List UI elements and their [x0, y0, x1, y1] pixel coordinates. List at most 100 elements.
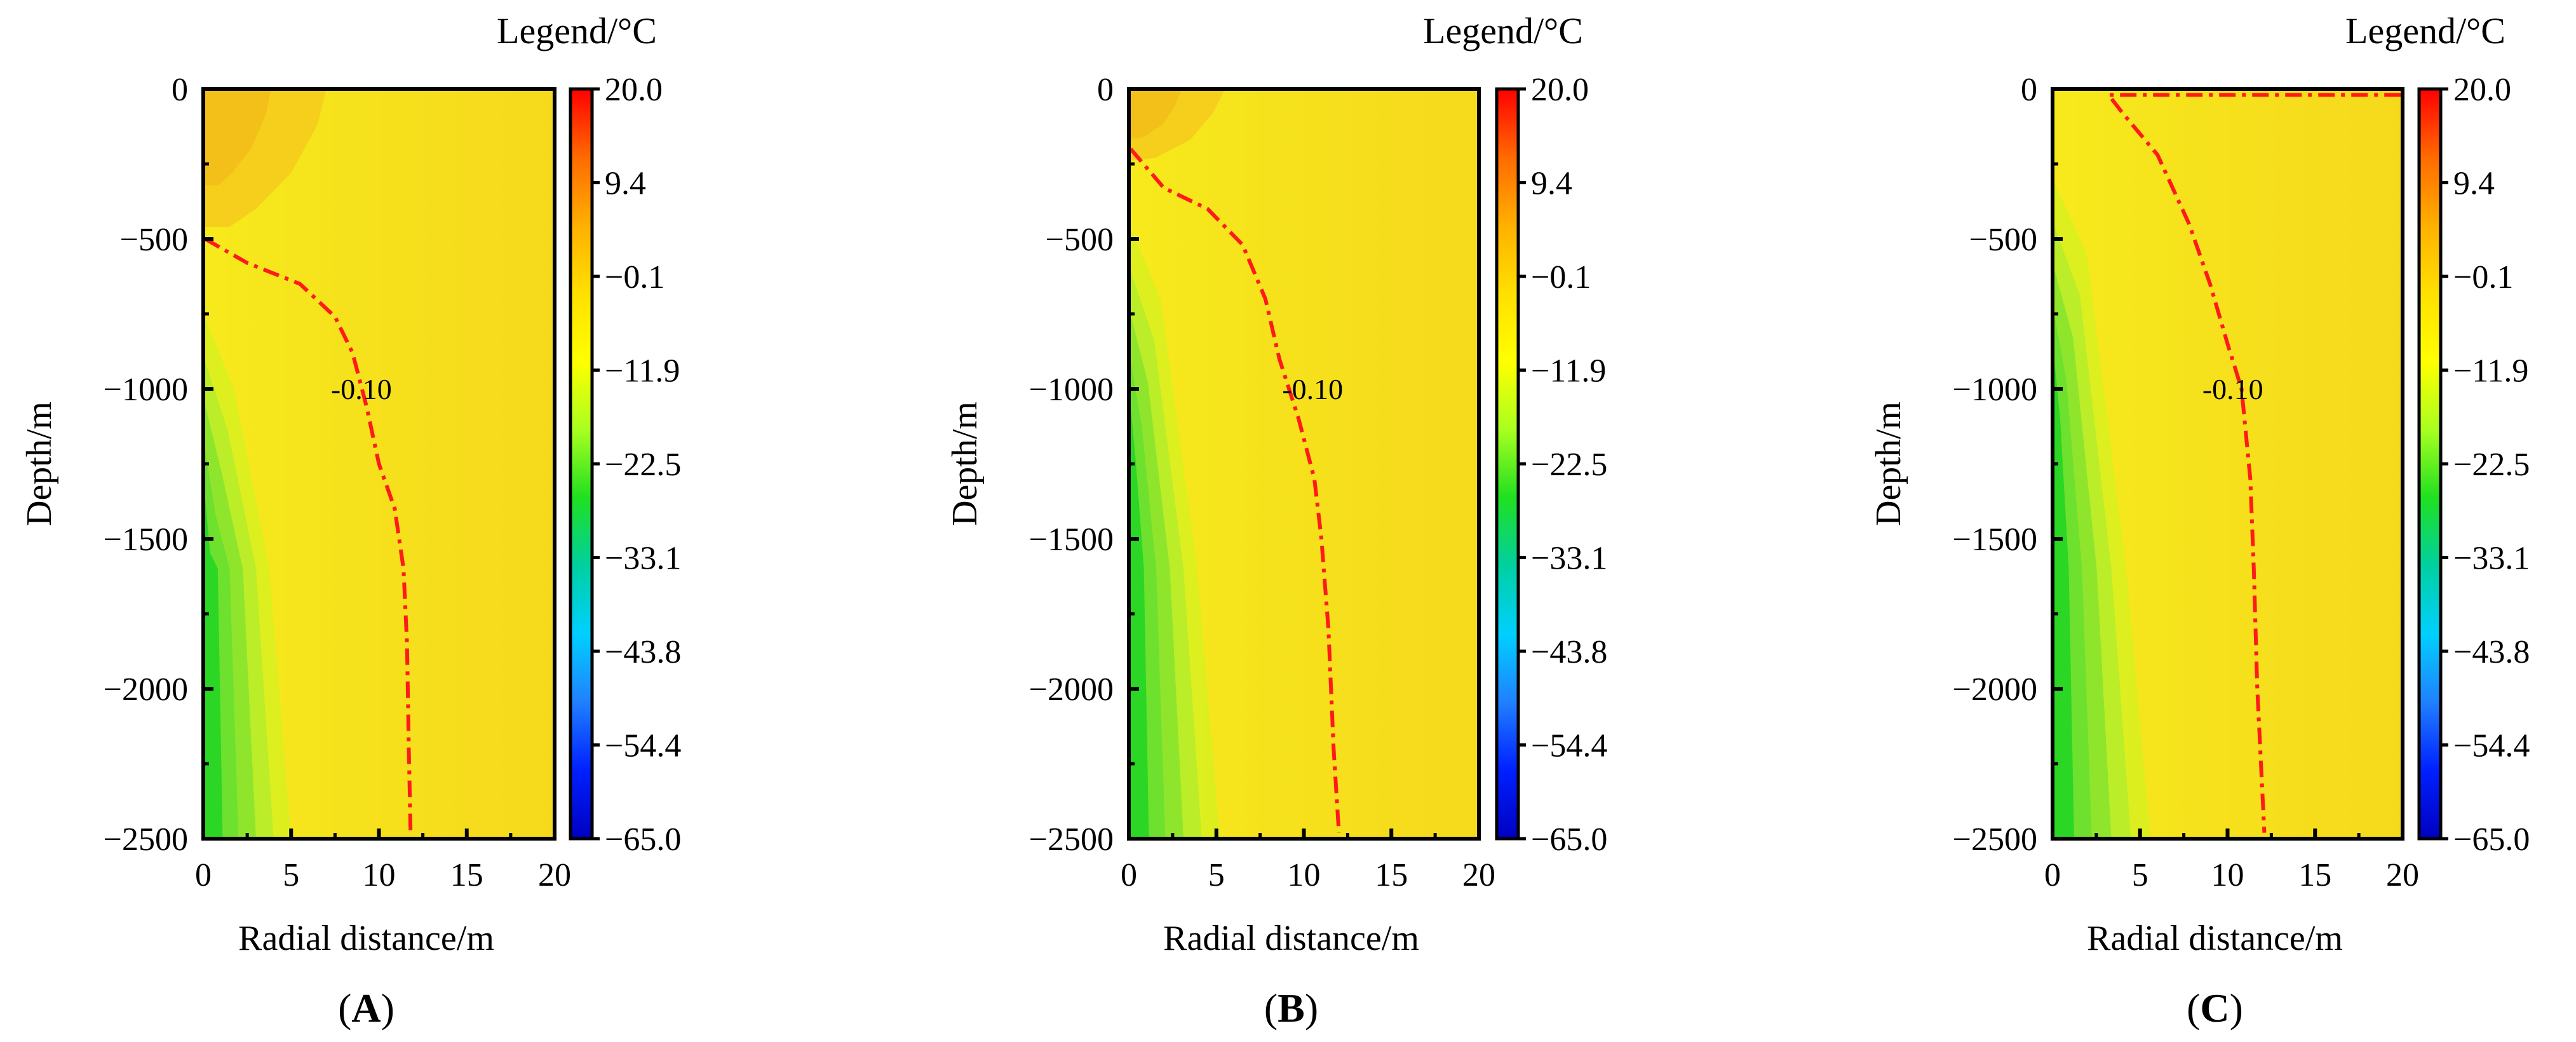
y-tick-label: −2500: [1029, 822, 1114, 858]
x-tick-label: 10: [363, 857, 396, 893]
y-axis-title: Depth/m: [20, 402, 59, 526]
y-tick-label: −2500: [1953, 822, 2037, 858]
colorbar-tick-label: −22.5: [2453, 447, 2530, 483]
y-tick-label: 0: [172, 72, 188, 108]
colorbar-tick-label: −43.8: [605, 634, 681, 670]
x-axis-title: Radial distance/m: [2087, 919, 2343, 958]
x-tick-label: 20: [538, 857, 571, 893]
y-tick-label: −500: [1046, 222, 1114, 258]
colorbar-tick-label: −54.4: [1531, 728, 1607, 764]
colorbar-tick-label: −33.1: [605, 541, 681, 577]
colorbar-tick-label: 9.4: [1531, 166, 1572, 202]
cold-zone-band: [1129, 388, 1149, 839]
legend-title: Legend/°C: [1423, 10, 1583, 51]
contour-label: -0.10: [1282, 373, 1343, 405]
cold-zone-band: [203, 477, 223, 839]
panel-label-close: ): [1305, 985, 1318, 1031]
colorbar-tick-label: −11.9: [605, 353, 680, 389]
colorbar-tick-label: −65.0: [1531, 822, 1607, 858]
y-tick-label: −1500: [1029, 522, 1114, 558]
colorbar-tick-label: −11.9: [2453, 353, 2528, 389]
x-tick-label: 5: [283, 857, 299, 893]
panel-label-letter: C: [2200, 985, 2229, 1031]
colorbar-tick-label: 9.4: [605, 166, 646, 202]
y-tick-label: 0: [1097, 72, 1114, 108]
y-tick-label: −500: [1969, 222, 2037, 258]
contour-line: [2107, 93, 2401, 833]
x-tick-label: 0: [1121, 857, 1137, 893]
panel-label: (C): [2187, 985, 2243, 1031]
temperature-field: [203, 89, 555, 839]
colorbar-tick-label: −33.1: [1531, 541, 1607, 577]
x-axis-title: Radial distance/m: [238, 919, 494, 958]
x-tick-label: 5: [2132, 857, 2148, 893]
x-tick-label: 10: [2211, 857, 2244, 893]
x-tick-label: 15: [450, 857, 483, 893]
colorbar-tick-label: −43.8: [2453, 634, 2530, 670]
x-tick-label: 0: [2044, 857, 2061, 893]
colorbar: [2417, 87, 2443, 841]
panel-label-open: (: [1264, 985, 1278, 1031]
colorbar-tick-label: −54.4: [2453, 728, 2530, 764]
x-tick-label: 20: [2386, 857, 2419, 893]
y-tick-label: −2000: [104, 672, 188, 708]
panel-label-letter: A: [351, 985, 381, 1031]
y-tick-label: −1500: [1953, 522, 2037, 558]
y-tick-label: −1000: [1953, 372, 2037, 408]
colorbar-tick-label: −43.8: [1531, 634, 1607, 670]
colorbar-tick-label: 20.0: [1531, 72, 1589, 108]
cold-zone-band: [2053, 342, 2074, 839]
colorbar-tick-label: −0.1: [1531, 259, 1591, 295]
legend-title: Legend/°C: [2345, 10, 2505, 51]
y-tick-label: 0: [2021, 72, 2037, 108]
panel-label-close: ): [2230, 985, 2243, 1031]
colorbar-tick-label: −0.1: [2453, 259, 2513, 295]
colorbar-tick-label: −33.1: [2453, 541, 2530, 577]
colorbar-tick-label: −54.4: [605, 728, 681, 764]
contour-line: [204, 237, 413, 833]
temperature-field: [1129, 89, 1479, 839]
panel-label: (B): [1264, 985, 1318, 1031]
contour-line: [1129, 147, 1341, 833]
x-tick-label: 0: [195, 857, 212, 893]
temperature-field: [2053, 89, 2403, 839]
colorbar-tick-label: 20.0: [605, 72, 663, 108]
colorbar-tick-label: −22.5: [605, 447, 681, 483]
x-tick-label: 20: [1462, 857, 1495, 893]
contour-label: -0.10: [331, 373, 392, 405]
y-tick-label: −1500: [104, 522, 188, 558]
y-tick-label: −2000: [1029, 672, 1114, 708]
warm-zone-inner: [1129, 89, 1182, 140]
x-tick-label: 5: [1208, 857, 1225, 893]
contour-label: -0.10: [2202, 373, 2263, 405]
panel-label: (A): [338, 985, 394, 1031]
colorbar-tick-label: −0.1: [605, 259, 664, 295]
y-axis-title: Depth/m: [1869, 402, 1908, 526]
x-tick-label: 15: [2298, 857, 2331, 893]
y-tick-label: −2000: [1953, 672, 2037, 708]
colorbar: [1495, 87, 1520, 841]
colorbar: [569, 87, 594, 841]
warm-zone-inner: [203, 89, 271, 186]
y-tick-label: −1000: [104, 372, 188, 408]
colorbar-tick-label: −65.0: [2453, 822, 2530, 858]
colorbar-tick-label: −65.0: [605, 822, 681, 858]
y-tick-label: −1000: [1029, 372, 1114, 408]
colorbar-tick-label: 9.4: [2453, 166, 2495, 202]
x-axis-title: Radial distance/m: [1163, 919, 1419, 958]
y-tick-label: −2500: [104, 822, 188, 858]
y-tick-label: −500: [120, 222, 188, 258]
legend-title: Legend/°C: [497, 10, 657, 51]
colorbar-tick-label: −22.5: [1531, 447, 1607, 483]
x-tick-label: 10: [1288, 857, 1321, 893]
colorbar-tick-label: 20.0: [2453, 72, 2511, 108]
y-axis-title: Depth/m: [945, 402, 985, 526]
panel-label-open: (: [338, 985, 351, 1031]
panel-label-letter: B: [1278, 985, 1305, 1031]
colorbar-tick-label: −11.9: [1531, 353, 1606, 389]
x-tick-label: 15: [1375, 857, 1408, 893]
